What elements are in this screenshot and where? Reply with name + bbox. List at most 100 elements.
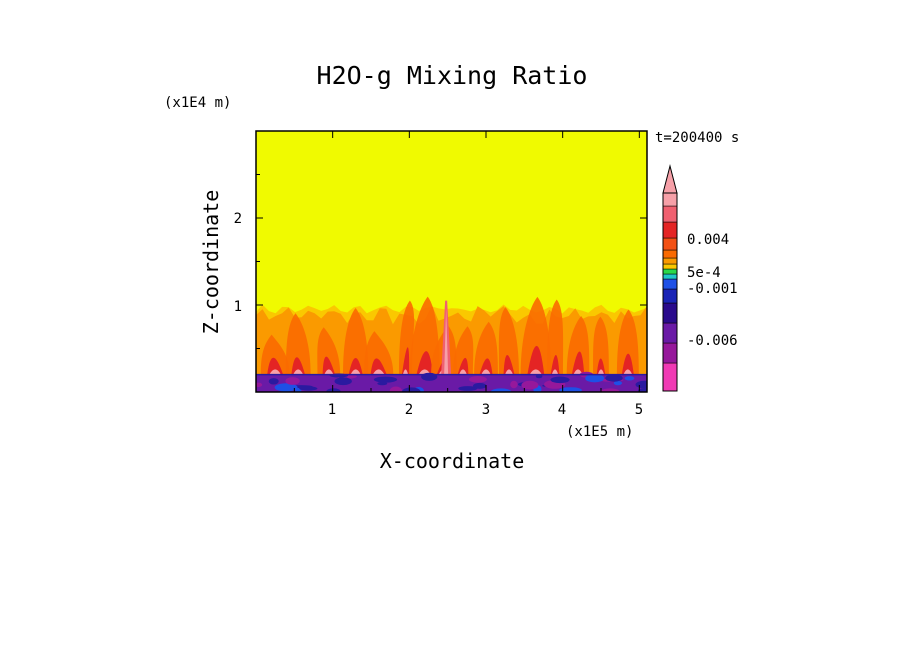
plume-core-13 [571,351,585,375]
colorbar-level-6 [662,273,678,280]
bl-cell-37 [377,381,388,386]
plume-core-11 [527,345,545,375]
plume-base-9 [481,369,491,375]
colorbar-level-3 [662,302,678,324]
x-tick-label-1: 1 [328,402,336,418]
plume-11 [520,296,552,375]
plume-base-13 [573,369,583,375]
colorbar-level-11 [662,237,678,251]
bl-cell-36 [326,388,341,392]
bl-cell-33 [585,374,605,383]
plume-core-6 [416,351,433,375]
plume-base-14 [597,369,605,375]
plume-core-0 [267,357,284,375]
bl-cell-19 [605,374,623,382]
colorbar-extend-arrow [662,164,678,194]
colorbar-label-neg0.006: -0.006 [687,333,738,349]
plume-13 [566,316,590,375]
y-tick-label-1: 1 [234,299,242,315]
y-tick-label-2: 2 [234,211,242,227]
plume-core-4 [370,358,387,375]
x-tick-label-4: 4 [558,402,566,418]
plume-core-15 [621,353,634,375]
plume-0 [260,334,290,375]
plume-14 [593,316,609,375]
y-axis-unit: (x1E4 m) [164,95,231,111]
colorbar-level-0 [662,362,678,392]
plume-base-15 [623,369,633,375]
bl-cell-1 [458,386,478,391]
colorbar-level-4 [662,288,678,304]
chart-title: H2O-g Mixing Ratio [317,61,588,90]
plume-8 [453,326,474,375]
plume-base-12 [551,369,559,375]
colorbar-level-13 [662,205,678,223]
colorbar-level-1 [662,342,678,364]
plume-core-2 [322,356,336,375]
plume-3 [343,308,369,375]
bl-cell-38 [285,377,300,385]
colorbar-level-8 [662,263,678,270]
bl-cell-27 [373,376,398,383]
plume-base-3 [350,369,361,375]
colorbar-label-neg0.001: -0.001 [687,281,738,297]
colorbar-level-10 [662,249,678,259]
bl-cell-15 [468,376,487,383]
colorbar-label-5e-4: 5e-4 [687,265,721,281]
plume-core-12 [550,355,560,375]
bl-cell-14 [473,382,487,389]
colorbar-level-9 [662,257,678,265]
plume-base-5 [402,369,409,375]
y-ticks [256,174,647,349]
x-tick-label-3: 3 [482,402,490,418]
colorbar-level-5 [662,278,678,290]
bl-cell-17 [389,386,402,392]
plume-1 [285,313,311,375]
x-ticks [293,131,640,392]
bl-cell-39 [521,380,539,390]
y-axis-label: Z-coordinate [199,190,223,335]
plume-base-11 [529,369,542,375]
plume-base-0 [269,369,281,375]
plume-15 [616,309,639,375]
bl-cell-18 [624,376,635,381]
plume-base-4 [372,369,385,375]
x-axis-label: X-coordinate [380,449,525,473]
bl-cell-30 [334,377,352,386]
bl-cell-2 [510,380,518,389]
bl-cell-28 [550,376,570,384]
colorbar [662,192,678,392]
bl-cell-4 [535,374,543,379]
bl-cell-29 [268,378,279,385]
plume-core-14 [596,358,606,375]
x-axis-unit: (x1E5 m) [566,424,633,440]
bl-cell-11 [637,388,647,392]
plume-4 [364,331,394,375]
plume-6 [409,296,440,375]
bl-cell-24 [402,387,421,392]
plot-area [256,131,647,392]
x-tick-label-2: 2 [405,402,413,418]
plume-base-8 [459,369,467,375]
bl-cell-26 [490,388,512,392]
plume-12 [547,299,564,375]
bl-cell-9 [613,381,623,386]
colorbar-level-7 [662,268,678,275]
plume-core-8 [457,357,469,375]
field-layer [256,296,647,392]
plume-base-2 [324,369,334,375]
x-tick-label-5: 5 [635,402,643,418]
bl-cell-7 [635,380,647,389]
plume-5 [399,300,415,375]
bl-cell-35 [274,383,298,392]
plume-base-1 [293,369,304,375]
colorbar-label-0.004: 0.004 [687,232,729,248]
plume-core-3 [348,357,363,375]
plume-core-10 [503,354,515,375]
plume-core-5 [401,347,410,375]
bl-cell-32 [559,387,582,392]
plume-2 [317,327,341,375]
plume-core-1 [291,357,305,375]
bl-cell-31 [600,388,620,392]
